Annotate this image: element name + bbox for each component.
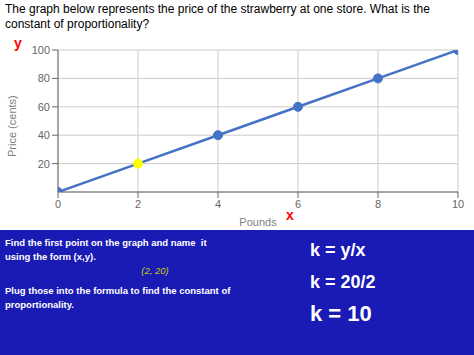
svg-text:6: 6 [295, 198, 301, 210]
html-text:k = y/x: k = y/x [310, 240, 366, 260]
svg-text:4: 4 [215, 198, 221, 210]
svg-text:Price (cents): Price (cents) [8, 95, 18, 157]
svg-text:0: 0 [55, 198, 61, 210]
html-text:using the form (x,y).: using the form (x,y). [5, 251, 96, 262]
svg-text:8: 8 [375, 198, 381, 210]
html-text:(2, 20): (2, 20) [141, 265, 169, 276]
html-text:The graph below represents the: The graph below represents the price of … [5, 2, 430, 31]
html-text:Find the first point on the gr: Find the first point on the graph and na… [5, 237, 207, 248]
svg-text:10: 10 [452, 198, 464, 210]
html-text:k = 20/2: k = 20/2 [310, 272, 376, 292]
html-text:proportionality.: proportionality. [5, 299, 74, 310]
svg-text:80: 80 [38, 72, 50, 84]
html-text:y: y [14, 35, 22, 51]
html-text:k = 10: k = 10 [310, 301, 372, 326]
html-text:x: x [286, 207, 294, 223]
svg-text:100: 100 [32, 44, 50, 56]
svg-text:20: 20 [38, 158, 50, 170]
svg-text:Pounds: Pounds [239, 216, 277, 228]
svg-text:60: 60 [38, 101, 50, 113]
svg-text:40: 40 [38, 129, 50, 141]
svg-text:2: 2 [135, 198, 141, 210]
html-text:Plug those into the formula to: Plug those into the formula to find the … [5, 285, 231, 296]
